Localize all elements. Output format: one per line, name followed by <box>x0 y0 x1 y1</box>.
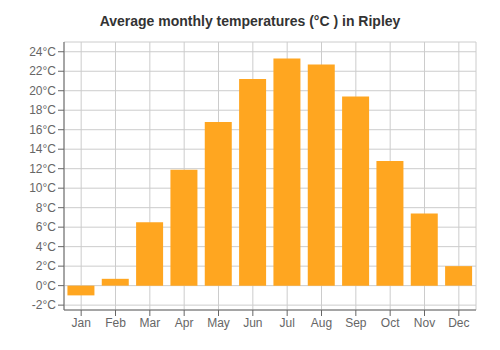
svg-text:Aug: Aug <box>311 316 332 330</box>
svg-text:-2°C: -2°C <box>32 298 56 312</box>
svg-text:4°C: 4°C <box>36 240 56 254</box>
svg-text:14°C: 14°C <box>29 142 56 156</box>
svg-text:20°C: 20°C <box>29 84 56 98</box>
svg-text:Nov: Nov <box>414 316 435 330</box>
svg-text:Mar: Mar <box>139 316 160 330</box>
svg-text:8°C: 8°C <box>36 201 56 215</box>
svg-text:22°C: 22°C <box>29 64 56 78</box>
html-text:Average monthly temperatures (: Average monthly temperatures (°C ) in Ri… <box>99 13 401 29</box>
svg-text:16°C: 16°C <box>29 123 56 137</box>
svg-text:Jul: Jul <box>279 316 294 330</box>
svg-text:6°C: 6°C <box>36 220 56 234</box>
svg-text:Feb: Feb <box>105 316 126 330</box>
svg-text:Apr: Apr <box>175 316 194 330</box>
svg-text:Sep: Sep <box>345 316 367 330</box>
svg-text:18°C: 18°C <box>29 103 56 117</box>
svg-text:Jan: Jan <box>71 316 90 330</box>
svg-text:12°C: 12°C <box>29 162 56 176</box>
svg-text:Dec: Dec <box>448 316 469 330</box>
svg-text:0°C: 0°C <box>36 279 56 293</box>
svg-text:24°C: 24°C <box>29 45 56 59</box>
svg-text:10°C: 10°C <box>29 181 56 195</box>
svg-text:Jun: Jun <box>243 316 262 330</box>
svg-text:May: May <box>207 316 230 330</box>
svg-text:2°C: 2°C <box>36 259 56 273</box>
svg-text:Oct: Oct <box>381 316 400 330</box>
